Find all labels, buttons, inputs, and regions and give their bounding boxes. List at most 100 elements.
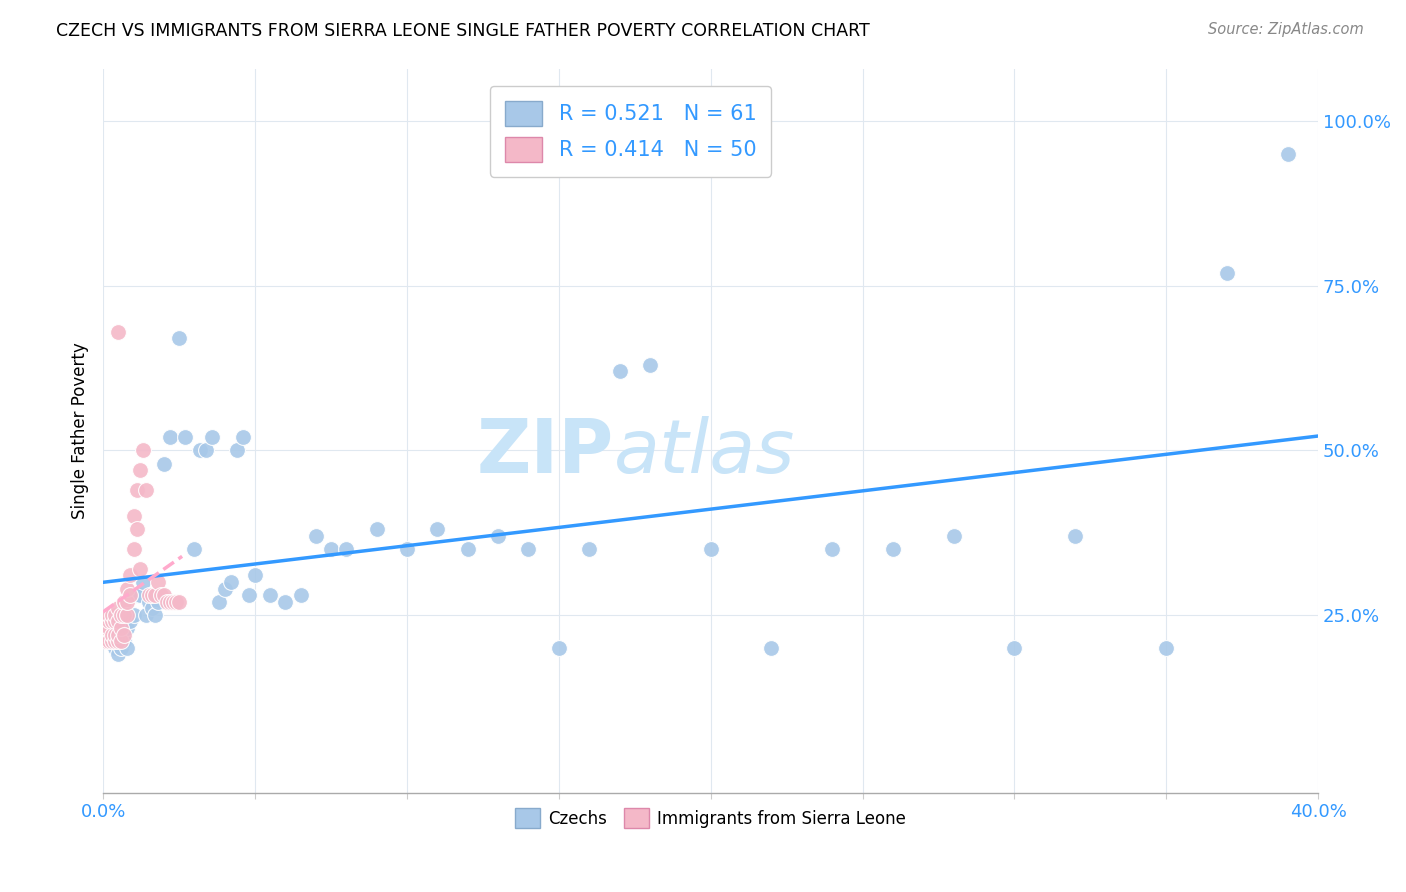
Point — [101, 634, 124, 648]
Point — [128, 588, 150, 602]
Point — [117, 595, 139, 609]
Point — [207, 595, 229, 609]
Point — [143, 607, 166, 622]
Point — [335, 542, 357, 557]
Point — [305, 529, 328, 543]
Point — [761, 640, 783, 655]
Point — [104, 615, 127, 629]
Text: atlas: atlas — [613, 417, 794, 488]
Point — [167, 595, 190, 609]
Point — [174, 430, 197, 444]
Point — [274, 595, 297, 609]
Point — [135, 483, 157, 497]
Point — [104, 634, 127, 648]
Point — [162, 595, 184, 609]
Point — [167, 331, 190, 345]
Point — [107, 615, 129, 629]
Point — [156, 595, 179, 609]
Point — [195, 443, 218, 458]
Point — [110, 634, 132, 648]
Point — [131, 443, 153, 458]
Point — [238, 588, 260, 602]
Point — [125, 522, 148, 536]
Point — [153, 588, 176, 602]
Point — [1216, 266, 1239, 280]
Point — [117, 582, 139, 596]
Point — [112, 607, 135, 622]
Point — [120, 615, 142, 629]
Text: Source: ZipAtlas.com: Source: ZipAtlas.com — [1208, 22, 1364, 37]
Point — [547, 640, 569, 655]
Point — [125, 483, 148, 497]
Point — [110, 621, 132, 635]
Point — [183, 542, 205, 557]
Point — [101, 628, 124, 642]
Point — [609, 364, 631, 378]
Point — [110, 640, 132, 655]
Point — [457, 542, 479, 557]
Point — [104, 640, 127, 655]
Point — [486, 529, 509, 543]
Point — [146, 595, 169, 609]
Point — [146, 574, 169, 589]
Point — [120, 588, 142, 602]
Point — [517, 542, 540, 557]
Point — [122, 509, 145, 524]
Point — [107, 325, 129, 339]
Point — [101, 607, 124, 622]
Point — [122, 607, 145, 622]
Point — [112, 628, 135, 642]
Point — [107, 648, 129, 662]
Point — [188, 443, 211, 458]
Point — [821, 542, 844, 557]
Point — [112, 628, 135, 642]
Point — [201, 430, 224, 444]
Point — [942, 529, 965, 543]
Point — [98, 634, 121, 648]
Point — [112, 634, 135, 648]
Point — [141, 601, 163, 615]
Point — [153, 457, 176, 471]
Point — [110, 607, 132, 622]
Point — [104, 628, 127, 642]
Point — [122, 542, 145, 557]
Point — [107, 634, 129, 648]
Point — [138, 588, 160, 602]
Point — [101, 615, 124, 629]
Point — [96, 621, 118, 635]
Point — [138, 595, 160, 609]
Point — [232, 430, 254, 444]
Point — [578, 542, 600, 557]
Point — [159, 430, 181, 444]
Point — [366, 522, 388, 536]
Point — [98, 615, 121, 629]
Text: ZIP: ZIP — [477, 416, 613, 489]
Point — [1002, 640, 1025, 655]
Point — [98, 621, 121, 635]
Point — [117, 607, 139, 622]
Point — [699, 542, 721, 557]
Point — [143, 588, 166, 602]
Point — [395, 542, 418, 557]
Point — [107, 601, 129, 615]
Point — [141, 588, 163, 602]
Point — [219, 574, 242, 589]
Point — [638, 358, 661, 372]
Point — [259, 588, 281, 602]
Point — [104, 607, 127, 622]
Point — [96, 634, 118, 648]
Point — [214, 582, 236, 596]
Point — [120, 568, 142, 582]
Point — [243, 568, 266, 582]
Point — [225, 443, 247, 458]
Point — [1154, 640, 1177, 655]
Point — [107, 628, 129, 642]
Point — [110, 621, 132, 635]
Y-axis label: Single Father Poverty: Single Father Poverty — [72, 343, 89, 519]
Point — [101, 634, 124, 648]
Point — [125, 588, 148, 602]
Text: CZECH VS IMMIGRANTS FROM SIERRA LEONE SINGLE FATHER POVERTY CORRELATION CHART: CZECH VS IMMIGRANTS FROM SIERRA LEONE SI… — [56, 22, 870, 40]
Legend: Czechs, Immigrants from Sierra Leone: Czechs, Immigrants from Sierra Leone — [509, 801, 912, 835]
Point — [165, 595, 187, 609]
Point — [117, 640, 139, 655]
